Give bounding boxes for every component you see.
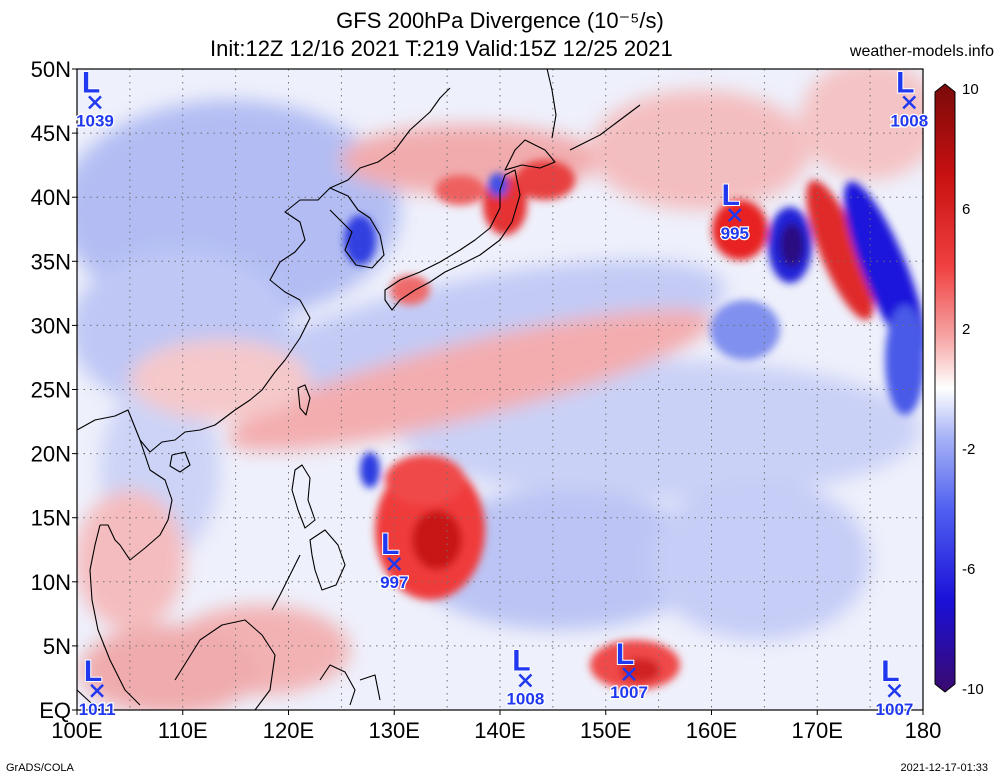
lat-tick-label: 20N [31,442,71,467]
lat-tick-label: 45N [31,121,71,146]
low-marker: L 1011 [77,654,116,720]
low-pressure-value: 1007 [610,683,648,702]
footer-credit: GrADS/COLA [6,762,74,774]
divergence-field [77,69,923,710]
lat-tick-label: 50N [31,57,71,82]
low-marker: L 995 [719,178,750,244]
lon-tick-label: 150E [580,718,631,743]
low-center-x [90,683,104,698]
low-pressure-value: 1008 [506,690,544,709]
coastlines [77,69,641,710]
low-marker: L 1007 [874,654,914,720]
low-center-x [88,95,102,110]
low-marker: L 1008 [505,644,545,710]
colorbar-tick-label: 2 [962,321,970,338]
low-center-x [622,667,636,681]
lat-tick-label: 15N [31,506,71,531]
low-letter: L [881,655,899,688]
lon-tick-label: 110E [158,718,208,743]
colorbar-tick-label: -6 [962,561,975,578]
low-marker: L 1007 [609,637,649,703]
lat-axis-labels: 50N 45N 40N 35N 30N 25N 20N 15N 10N 5N EQ [31,57,77,723]
low-marker: L 1008 [889,65,929,131]
low-pressure-value: 1011 [79,700,116,719]
low-letter: L [616,638,634,671]
low-pressure-value: 995 [721,224,749,243]
low-letter: L [896,66,914,99]
colorbar-tick-label: 6 [962,201,970,218]
low-letter: L [512,645,530,678]
chart-subtitle: Init:12Z 12/16 2021 T:219 Valid:15Z 12/2… [210,36,673,61]
site-credit: weather-models.info [849,43,994,60]
lon-tick-label: 160E [686,718,737,743]
lat-tick-label: EQ [39,698,71,723]
colorbar-tick-label: -2 [962,441,975,458]
lon-tick-label: 120E [263,718,314,743]
lon-tick-label: 130E [369,718,420,743]
low-letter: L [84,655,102,688]
low-marker: L 1039 [75,65,115,131]
colorbar: 10 6 2 -2 -6 -10 [934,81,984,698]
colorbar-bar [934,83,956,693]
low-pressure-markers: L 1039 L 1008 L 995 L 997 L 1008 L 1007 L 1011 L 1007 [75,65,930,720]
lon-tick-label: 100E [51,718,102,743]
lon-axis-labels: 100E 110E 120E 130E 140E 150E 160E 170E 180 [51,710,941,743]
low-center-x [387,556,402,571]
low-pressure-value: 1007 [876,700,914,719]
low-pressure-value: 1039 [76,111,114,130]
lon-tick-label: 140E [474,718,525,743]
lat-tick-label: 35N [31,249,71,274]
low-letter: L [722,179,740,212]
lat-tick-label: 30N [31,313,71,338]
low-marker: L 997 [379,527,410,593]
colorbar-labels: 10 6 2 -2 -6 -10 [962,81,984,698]
low-letter: L [381,528,399,561]
colorbar-tick-label: 10 [962,81,979,98]
lat-tick-label: 5N [43,634,71,659]
low-letter: L [82,66,100,99]
lon-tick-label: 170E [792,718,843,743]
low-center-x [727,208,742,223]
lat-tick-label: 25N [31,378,71,403]
lat-tick-label: 40N [31,185,71,210]
low-center-x [902,95,917,110]
colorbar-tick-label: -10 [962,681,984,698]
low-pressure-value: 997 [380,573,408,592]
footer-timestamp: 2021-12-17-01:33 [900,762,988,774]
low-pressure-value: 1008 [890,111,928,130]
chart-title: GFS 200hPa Divergence (10⁻⁵/s) [336,8,664,33]
low-center-x [887,683,902,698]
low-center-x [518,673,533,688]
lon-tick-label: 180 [905,718,942,743]
lat-tick-label: 10N [31,570,71,595]
